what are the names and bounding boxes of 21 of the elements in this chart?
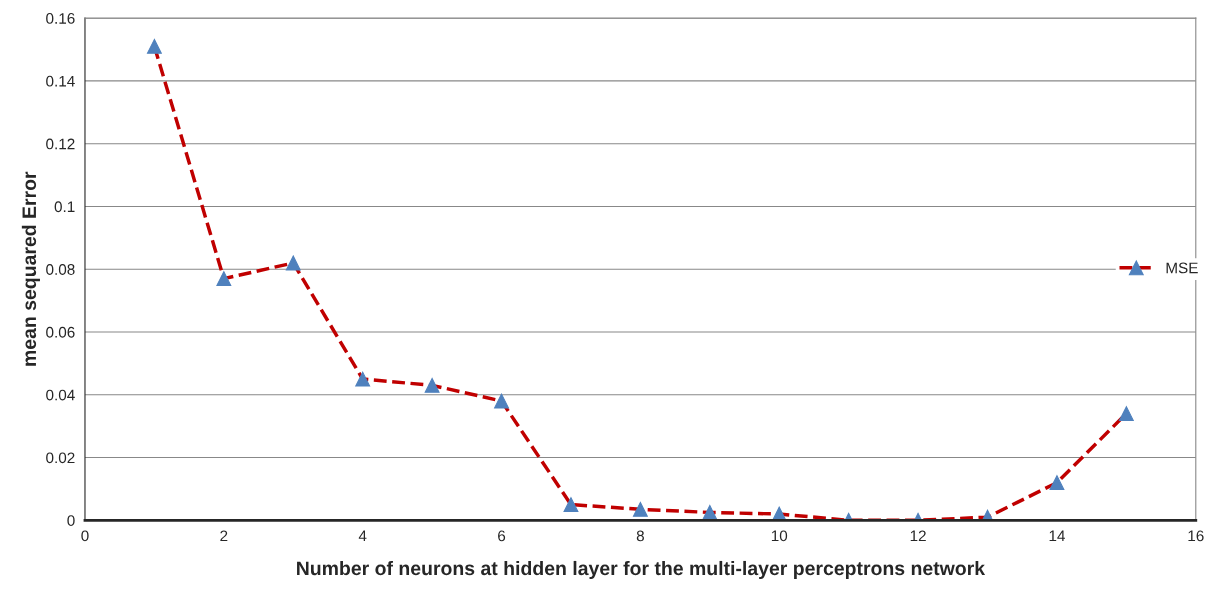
x-tick-label: 8 — [636, 530, 644, 542]
y-tick-label: 0 — [67, 515, 75, 526]
legend-label: MSE — [1166, 262, 1198, 274]
x-axis-title: Number of neurons at hidden layer for the multi-layer perceptrons network — [297, 560, 986, 580]
y-tick-label: 0.06 — [46, 326, 75, 338]
x-tick-label: 6 — [498, 530, 506, 542]
y-axis-title: mean sequared Error — [21, 171, 40, 366]
y-tick-label: 0.02 — [46, 452, 75, 464]
x-tick-label: 4 — [358, 530, 367, 542]
x-tick-label: 12 — [910, 530, 926, 542]
y-tick-label: 0.04 — [46, 389, 75, 401]
y-tick-label: 0.08 — [46, 264, 75, 275]
y-tick-label: 0.16 — [46, 13, 75, 24]
x-tick-label: 2 — [220, 530, 228, 542]
x-tick-label: 16 — [1188, 530, 1204, 542]
x-tick-label: 14 — [1049, 530, 1065, 542]
x-tick-label: 0 — [81, 530, 89, 542]
x-tick-label: 10 — [771, 530, 788, 542]
y-tick-label: 0.14 — [46, 75, 75, 87]
y-tick-label: 0.1 — [54, 201, 75, 213]
y-tick-label: 0.12 — [46, 138, 75, 150]
